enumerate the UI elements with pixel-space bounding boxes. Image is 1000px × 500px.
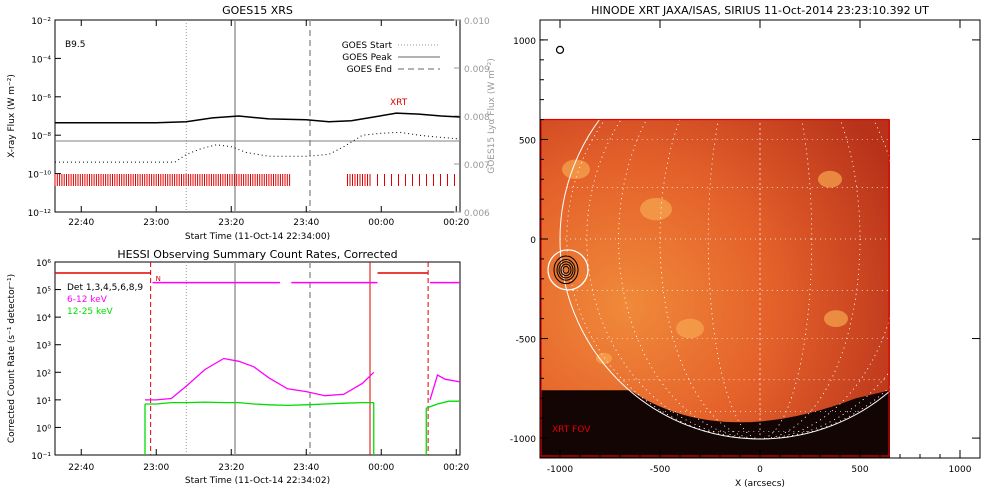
hessi-y-tick-label: 10⁵ [36, 287, 51, 297]
goes-title: GOES15 XRS [222, 4, 293, 17]
xrt-x-label: X (arcsecs) [735, 479, 785, 489]
xrt-fov-box [540, 118, 890, 457]
goes-x-tick-label: 00:00 [368, 218, 394, 228]
goes-x-tick-label: 23:00 [143, 218, 169, 228]
hessi-y-tick-label: 10⁰ [36, 424, 51, 434]
goes-series-line-0 [55, 112, 461, 124]
goes-panel: GOES15 XRS 22:40 23:00 23:20 23:40 00:00 00:20… [7, 4, 497, 242]
xrt-source-circle [547, 249, 589, 291]
xrt-x-tick-label: 1000 [949, 465, 972, 475]
hessi-night-marker: N [156, 275, 161, 283]
xrt-bright-region [818, 170, 842, 188]
xrt-title: HINODE XRT JAXA/ISAS, SIRIUS 11-Oct-2014… [591, 4, 929, 17]
goes-right-tick-label: 0.007 [464, 161, 490, 171]
xrt-source-contour [553, 255, 579, 285]
xrt-fov-label: XRT FOV [552, 425, 591, 435]
hessi-series-line-1 [145, 401, 374, 407]
hessi-x-tick-label: 00:00 [368, 463, 394, 473]
hessi-y-tick-label: 10² [36, 369, 51, 379]
goes-x-label: Start Time (11-Oct-14 22:34:00) [185, 232, 330, 242]
xrt-bright-region [640, 197, 672, 221]
xrt-source-contour [558, 261, 574, 279]
xrt-solar-limb [559, 38, 961, 440]
goes-x-tick-label: 23:20 [218, 218, 244, 228]
hessi-frame [54, 261, 461, 456]
goes-x-tick-label: 22:40 [68, 218, 94, 228]
xrt-y-tick-label: 0 [530, 236, 536, 246]
goes-legend-label: GOES Peak [342, 53, 392, 63]
xrt-bright-region [562, 159, 590, 180]
xrt-bright-region [676, 318, 704, 339]
xrt-source-contour [556, 259, 576, 281]
xrt-bright-region [596, 352, 612, 365]
goes-y-tick-label: 10⁻² [31, 17, 51, 27]
xrt-y-tick-label: -500 [516, 336, 537, 346]
hessi-x-tick-label: 23:20 [218, 463, 244, 473]
hessi-series-line-0 [145, 357, 375, 401]
xrt-dark-corner [540, 390, 890, 458]
hessi-series-line-2 [429, 374, 461, 401]
xrt-marker-circle [555, 45, 565, 54]
hessi-y-tick-label: 10⁶ [36, 259, 51, 269]
xrt-image [540, 119, 890, 458]
xrt-y-tick-label: -1000 [510, 435, 536, 445]
goes-right-tick-label: 0.006 [464, 209, 490, 219]
hessi-legend-label: 6-12 keV [67, 295, 108, 305]
goes-right-tick-label: 0.009 [464, 65, 490, 75]
goes-class-label: B9.5 [65, 40, 86, 50]
hessi-legend-label: Det 1,3,4,5,6,8,9 [67, 283, 143, 293]
xrt-y-tick-label: 1000 [513, 37, 536, 47]
hessi-y-tick-label: 10¹ [36, 397, 51, 407]
goes-legend-label: GOES Start [342, 41, 393, 51]
xrt-x-tick-label: 500 [851, 465, 868, 475]
goes-series-line-2 [55, 131, 461, 163]
xrt-x-tick-label: 0 [757, 465, 763, 475]
xrt-panel: HINODE XRT JAXA/ISAS, SIRIUS 11-Oct-2014… [510, 4, 981, 489]
hessi-series-line-3 [426, 400, 460, 409]
hessi-x-tick-label: 22:40 [68, 463, 94, 473]
goes-x-tick-label: 23:40 [293, 218, 319, 228]
goes-y-tick-label: 10⁻⁶ [31, 94, 51, 104]
hessi-legend-label: 12-25 keV [67, 307, 113, 317]
hessi-y-tick-label: 10⁻¹ [31, 452, 51, 462]
hessi-panel: HESSI Observing Summary Count Rates, Cor… [7, 248, 469, 486]
xrt-y-tick-label: 500 [519, 136, 536, 146]
hessi-x-tick-label: 23:40 [293, 463, 319, 473]
xrt-source-contour [560, 263, 572, 277]
goes-y-tick-label: 10⁻⁸ [31, 132, 51, 142]
hessi-x-tick-label: 00:20 [443, 463, 469, 473]
goes-right-tick-label: 0.010 [464, 17, 490, 27]
xrt-x-tick-label: -1000 [547, 465, 573, 475]
goes-right-tick-label: 0.008 [464, 113, 490, 123]
goes-y-tick-label: 10⁻¹² [28, 209, 52, 219]
goes-y-label: X-ray Flux (W m⁻²) [7, 74, 17, 158]
hessi-y-tick-label: 10³ [36, 342, 51, 352]
hessi-title: HESSI Observing Summary Count Rates, Cor… [117, 248, 397, 261]
goes-xrt-label: XRT [390, 98, 408, 108]
goes-legend-label: GOES End [347, 65, 392, 75]
hessi-x-tick-label: 23:00 [143, 463, 169, 473]
xrt-source-contour [562, 265, 570, 274]
xrt-x-tick-label: -500 [650, 465, 671, 475]
xrt-bright-region [824, 310, 848, 328]
goes-right-y-label: GOES15 Lyα Flux (W m⁻²) [487, 58, 497, 174]
hessi-y-label: Corrected Count Rate (s⁻¹ detector⁻¹) [7, 274, 17, 443]
hessi-x-label: Start Time (11-Oct-14 22:34:02) [185, 476, 330, 486]
goes-x-tick-label: 00:20 [443, 218, 469, 228]
goes-y-tick-label: 10⁻¹⁰ [28, 171, 52, 181]
hessi-y-tick-label: 10⁴ [36, 314, 51, 324]
goes-y-tick-label: 10⁻⁴ [31, 55, 51, 65]
